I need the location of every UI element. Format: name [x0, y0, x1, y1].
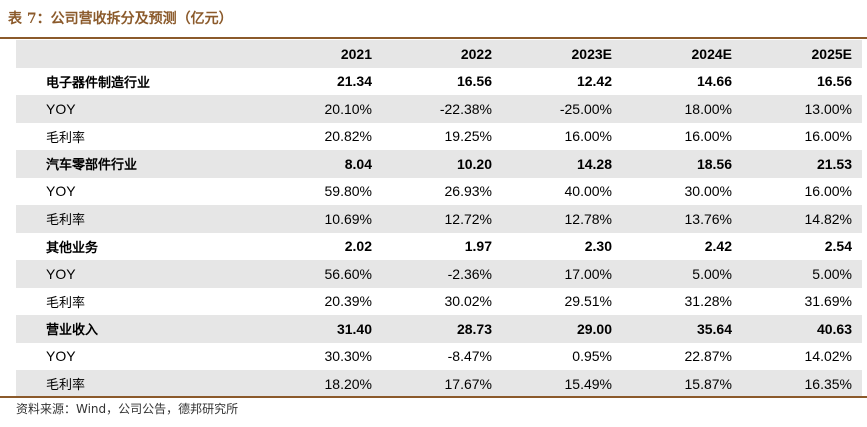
- row-label: 毛利率: [46, 295, 86, 311]
- table-cell: 14.02%: [804, 348, 852, 365]
- table-cell: 17.67%: [382, 370, 502, 398]
- table-cell: 40.63: [742, 315, 862, 343]
- table-cell: 59.80%: [324, 183, 372, 200]
- table-row: 营业收入 31.40 28.73 29.00 35.64 40.63: [16, 315, 862, 343]
- row-label: 毛利率: [16, 205, 262, 233]
- table-cell: 31.28%: [684, 293, 732, 310]
- table-cell: 29.00: [502, 315, 622, 343]
- table-cell: -8.47%: [447, 348, 492, 365]
- table-cell: 14.66: [696, 73, 732, 90]
- table-row: 毛利率 10.69% 12.72% 12.78% 13.76% 14.82%: [16, 205, 862, 233]
- table-row: 毛利率 18.20% 17.67% 15.49% 15.87% 16.35%: [16, 370, 862, 398]
- table-cell: 12.78%: [502, 205, 622, 233]
- table-cell: 16.35%: [742, 370, 862, 398]
- header-cell: 2022: [382, 40, 502, 68]
- header-cell: 2024E: [622, 40, 742, 68]
- table-cell: 21.34: [336, 73, 372, 90]
- row-label: 毛利率: [46, 130, 86, 146]
- table-cell: 28.73: [382, 315, 502, 343]
- header-cell: 2025E: [742, 40, 862, 68]
- table-cell: 20.39%: [324, 293, 372, 310]
- row-label: YOY: [16, 95, 262, 123]
- table-row: 其他业务 2.02 1.97 2.30 2.42 2.54: [16, 233, 862, 261]
- table-cell: 12.72%: [382, 205, 502, 233]
- table-cell: 10.20: [382, 150, 502, 178]
- table-row: YOY 20.10% -22.38% -25.00% 18.00% 13.00%: [16, 95, 862, 123]
- table-cell: 14.28: [502, 150, 622, 178]
- table-cell: 16.56: [816, 73, 852, 90]
- table-cell: -22.38%: [382, 95, 502, 123]
- table-cell: -2.36%: [382, 260, 502, 288]
- table-cell: 40.00%: [564, 183, 612, 200]
- table-cell: 15.49%: [502, 370, 622, 398]
- table-row: 毛利率 20.39% 30.02% 29.51% 31.28% 31.69%: [16, 288, 862, 316]
- table-cell: 13.76%: [622, 205, 742, 233]
- table-row: YOY 59.80% 26.93% 40.00% 30.00% 16.00%: [16, 178, 862, 206]
- row-label: 毛利率: [16, 370, 262, 398]
- table-cell: 35.64: [622, 315, 742, 343]
- table-row: 毛利率 20.82% 19.25% 16.00% 16.00% 16.00%: [16, 123, 862, 151]
- table-cell: 21.53: [742, 150, 862, 178]
- revenue-forecast-table: 2021 2022 2023E 2024E 2025E 电子器件制造行业 21.…: [16, 40, 862, 398]
- header-row: 2021 2022 2023E 2024E 2025E: [16, 40, 862, 68]
- row-label: 营业收入: [16, 315, 262, 343]
- top-rule: [0, 37, 867, 39]
- table-cell: 0.95%: [572, 348, 612, 365]
- row-label: 电子器件制造行业: [46, 75, 151, 91]
- table-cell: 16.00%: [684, 128, 732, 145]
- table-cell: 56.60%: [262, 260, 382, 288]
- table-row: YOY 30.30% -8.47% 0.95% 22.87% 14.02%: [16, 343, 862, 371]
- row-label: YOY: [16, 260, 262, 288]
- table-cell: 16.56: [456, 73, 492, 90]
- table-cell: 17.00%: [502, 260, 622, 288]
- table-cell: 16.00%: [564, 128, 612, 145]
- table-cell: 5.00%: [742, 260, 862, 288]
- table-row: 汽车零部件行业 8.04 10.20 14.28 18.56 21.53: [16, 150, 862, 178]
- table-cell: 2.42: [704, 238, 732, 255]
- table-caption: 表 7：公司营收拆分及预测（亿元）: [8, 11, 233, 27]
- header-cell: 2023E: [502, 40, 622, 68]
- bottom-rule: [0, 396, 867, 398]
- table-cell: -25.00%: [502, 95, 622, 123]
- table-cell: 30.02%: [444, 293, 492, 310]
- table-cell: 30.00%: [684, 183, 732, 200]
- table-cell: 22.87%: [684, 348, 732, 365]
- table-cell: 16.00%: [804, 183, 852, 200]
- table-cell: 31.69%: [804, 293, 852, 310]
- table-cell: 2.02: [344, 238, 372, 255]
- row-label: 其他业务: [46, 240, 99, 256]
- table-cell: 26.93%: [444, 183, 492, 200]
- table-cell: 12.42: [576, 73, 612, 90]
- table-cell: 20.82%: [324, 128, 372, 145]
- table-cell: 30.30%: [324, 348, 372, 365]
- table-cell: 1.97: [464, 238, 492, 255]
- table-cell: 14.82%: [742, 205, 862, 233]
- table-row: YOY 56.60% -2.36% 17.00% 5.00% 5.00%: [16, 260, 862, 288]
- table-cell: 29.51%: [564, 293, 612, 310]
- table-cell: 20.10%: [262, 95, 382, 123]
- header-cell: [16, 40, 262, 68]
- table-cell: 31.40: [262, 315, 382, 343]
- table-cell: 8.04: [262, 150, 382, 178]
- header-cell: 2021: [262, 40, 382, 68]
- row-label: 汽车零部件行业: [16, 150, 262, 178]
- table-cell: 13.00%: [742, 95, 862, 123]
- table-cell: 19.25%: [444, 128, 492, 145]
- table-cell: 18.56: [622, 150, 742, 178]
- table-cell: 5.00%: [622, 260, 742, 288]
- source-note: 资料来源：Wind，公司公告，德邦研究所: [16, 402, 239, 416]
- table-cell: 2.54: [824, 238, 852, 255]
- table-cell: 10.69%: [262, 205, 382, 233]
- table-cell: 16.00%: [804, 128, 852, 145]
- table-row: 电子器件制造行业 21.34 16.56 12.42 14.66 16.56: [16, 68, 862, 96]
- row-label: YOY: [46, 348, 76, 365]
- table-cell: 2.30: [584, 238, 612, 255]
- table-cell: 15.87%: [622, 370, 742, 398]
- table-cell: 18.20%: [262, 370, 382, 398]
- table-cell: 18.00%: [622, 95, 742, 123]
- row-label: YOY: [46, 183, 76, 200]
